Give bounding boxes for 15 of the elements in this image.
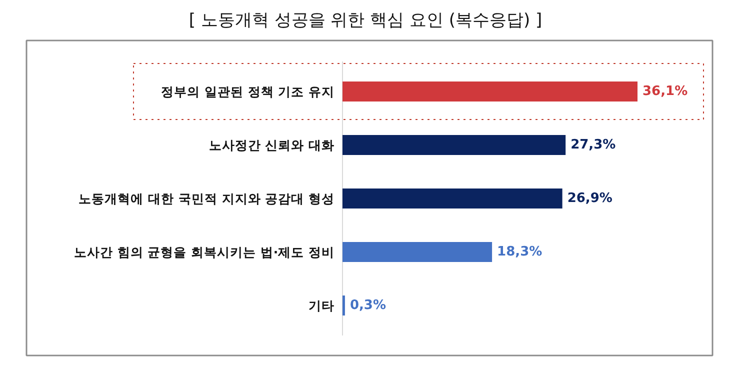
y-tick-label: 노사간 힘의 균형을 회복시키는 법·제도 정비 (74, 244, 335, 260)
bar (342, 135, 566, 155)
data-label: 27,3% (570, 138, 616, 152)
data-label: 36,1% (642, 84, 688, 99)
data-label: 26,9% (567, 191, 612, 206)
y-tick-label: 노동개혁에 대한 국민적 지지와 공감대 형성 (78, 191, 335, 206)
chart-title: [ 노동개혁 성공을 위한 핵심 요인 (복수응답) ] (188, 10, 542, 30)
y-tick-label: 정부의 일관된 정책 기조 유지 (161, 84, 335, 99)
bar (342, 188, 562, 208)
y-tick-label: 노사정간 신뢰와 대화 (208, 138, 335, 152)
data-label: 0,3% (350, 298, 386, 313)
bar (342, 82, 638, 102)
bar (342, 242, 492, 262)
y-tick-label: 기타 (308, 298, 334, 313)
data-label: 18,3% (497, 244, 542, 260)
